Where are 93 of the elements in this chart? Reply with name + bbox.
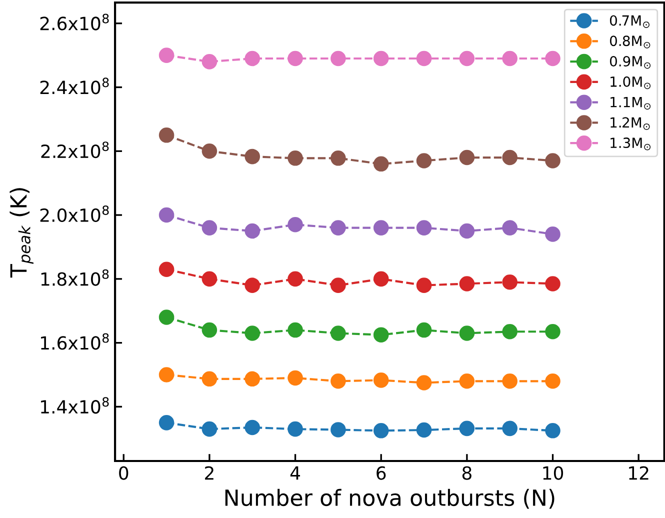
point bbox=[158, 262, 174, 277]
point bbox=[158, 310, 174, 325]
y-tick-label: 1.4x10$^{8}$ bbox=[41, 397, 109, 414]
point bbox=[459, 420, 475, 436]
point bbox=[158, 48, 174, 63]
point bbox=[330, 326, 346, 341]
point bbox=[459, 223, 475, 239]
point bbox=[459, 150, 475, 166]
point bbox=[502, 324, 518, 340]
x-tick-label: 6 bbox=[376, 466, 386, 480]
legend-label: 1.1M$_{⊙}$ bbox=[610, 97, 651, 110]
point bbox=[158, 128, 174, 143]
point bbox=[373, 271, 389, 287]
point bbox=[158, 207, 174, 223]
point bbox=[459, 326, 475, 341]
x-tick-label: 10 bbox=[543, 466, 564, 480]
point bbox=[373, 423, 389, 438]
point bbox=[416, 322, 432, 338]
point bbox=[416, 50, 432, 66]
point bbox=[330, 220, 346, 236]
legend-label: 0.7M$_{⊙}$ bbox=[610, 15, 650, 28]
point bbox=[416, 278, 432, 293]
y-tick-label: 2.2x10$^{8}$ bbox=[41, 142, 109, 158]
point bbox=[373, 50, 389, 66]
y-tick-label: 1.8x10$^{8}$ bbox=[41, 269, 109, 286]
point bbox=[459, 276, 475, 292]
point bbox=[416, 220, 432, 236]
legend-label: 0.8M$_{⊙}$ bbox=[610, 36, 650, 48]
point bbox=[545, 226, 560, 242]
point bbox=[502, 420, 518, 436]
point bbox=[416, 153, 432, 168]
point bbox=[244, 326, 260, 341]
point bbox=[502, 220, 518, 236]
point bbox=[373, 220, 389, 236]
point bbox=[459, 374, 475, 389]
point bbox=[244, 223, 260, 239]
point bbox=[202, 271, 218, 287]
point bbox=[545, 374, 560, 389]
point bbox=[502, 150, 518, 166]
point bbox=[373, 327, 389, 342]
point bbox=[545, 50, 560, 66]
x-axis-title: Number of nova outbursts (N) bbox=[225, 488, 554, 509]
point bbox=[244, 148, 260, 164]
y-tick-label: 2.4x10$^{8}$ bbox=[40, 78, 109, 94]
point bbox=[330, 422, 346, 438]
point bbox=[202, 371, 218, 387]
point bbox=[244, 371, 260, 387]
legend-label: 0.9M$_{⊙}$ bbox=[610, 56, 651, 69]
point bbox=[502, 274, 518, 290]
point bbox=[373, 156, 389, 172]
point bbox=[158, 415, 174, 430]
point bbox=[545, 276, 560, 292]
point bbox=[202, 322, 218, 338]
point bbox=[288, 271, 303, 287]
point bbox=[416, 422, 432, 438]
point bbox=[202, 144, 218, 159]
point bbox=[545, 324, 560, 340]
point bbox=[373, 372, 389, 388]
point bbox=[288, 322, 303, 338]
y-axis-title: T$_{peak}$ (K) bbox=[10, 188, 34, 278]
point bbox=[545, 423, 560, 438]
point bbox=[202, 220, 218, 236]
point bbox=[288, 50, 303, 66]
x-tick-label: 2 bbox=[205, 466, 214, 480]
legend-label: 1.0M$_{⊙}$ bbox=[610, 76, 651, 90]
point bbox=[459, 50, 475, 66]
point bbox=[158, 367, 174, 382]
point bbox=[288, 421, 303, 437]
point bbox=[330, 374, 346, 389]
point bbox=[545, 153, 560, 168]
y-tick-label: 1.6x10$^{8}$ bbox=[41, 333, 109, 350]
point bbox=[416, 375, 432, 390]
x-tick-label: 12 bbox=[629, 466, 648, 480]
point bbox=[202, 54, 218, 70]
y-tick-label: 2.0x10$^{8}$ bbox=[40, 205, 109, 222]
point bbox=[288, 370, 303, 386]
point bbox=[502, 374, 518, 389]
point bbox=[288, 216, 303, 232]
point bbox=[244, 278, 260, 293]
point bbox=[330, 150, 346, 166]
y-tick-label: 2.6x10$^{8}$ bbox=[40, 14, 109, 30]
point bbox=[202, 421, 218, 437]
point bbox=[502, 50, 518, 66]
point bbox=[288, 150, 303, 166]
x-tick-label: 4 bbox=[290, 466, 300, 480]
point bbox=[330, 50, 346, 66]
legend-label: 1.2M$_{⊙}$ bbox=[610, 117, 650, 130]
x-tick-label: 8 bbox=[462, 466, 472, 480]
point bbox=[244, 50, 260, 66]
legend-label: 1.3M$_{⊙}$ bbox=[610, 138, 651, 150]
point bbox=[244, 420, 260, 436]
x-tick-label: 0 bbox=[119, 466, 128, 480]
point bbox=[330, 278, 346, 293]
